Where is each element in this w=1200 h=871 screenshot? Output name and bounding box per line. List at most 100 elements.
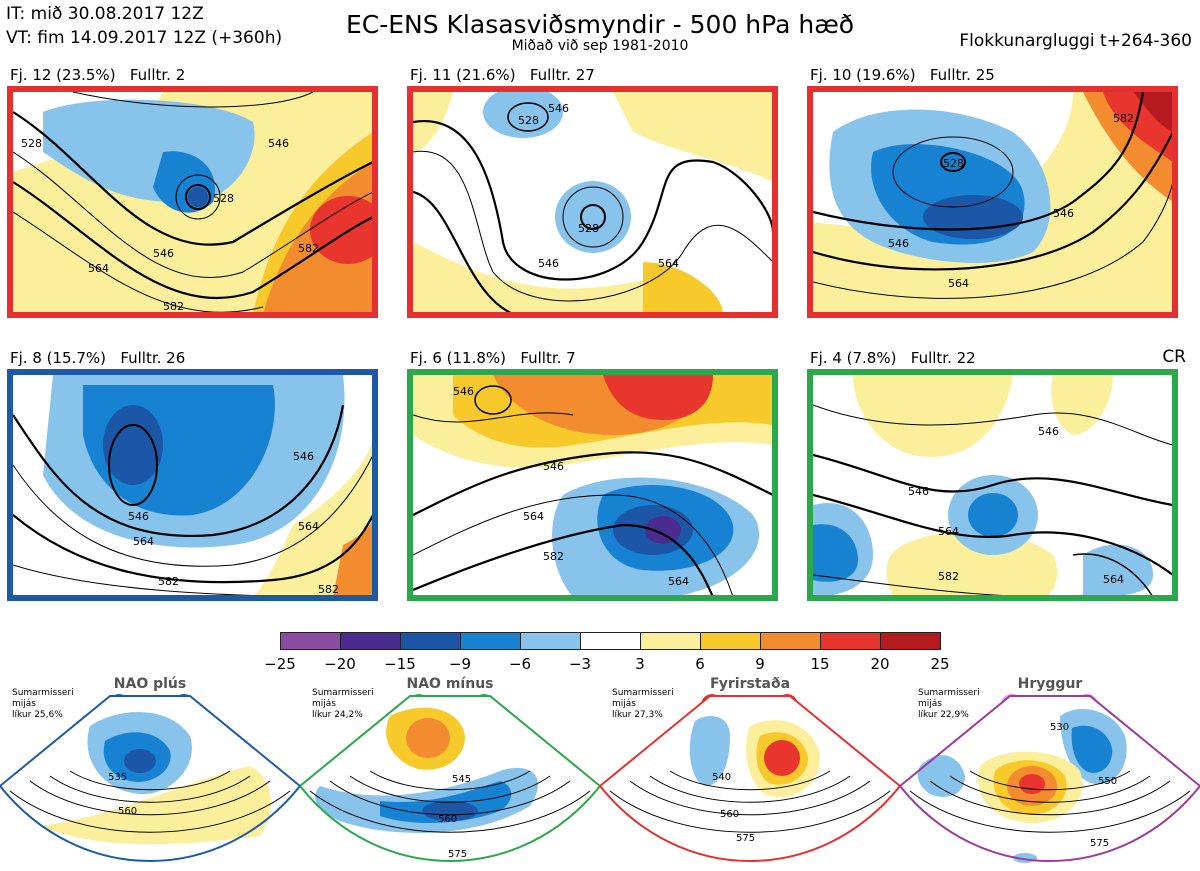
regime-map-2: 545 560 575 [300, 695, 600, 862]
cluster-map-panel-6: 546 564 582 564 546 [807, 369, 1178, 601]
contour-label: 546 [548, 102, 569, 115]
colorbar-swatch [640, 632, 701, 650]
regime-contour-label: 530 [1050, 722, 1069, 733]
colorbar-swatch [400, 632, 461, 650]
contour-label: 528 [21, 137, 42, 150]
colorbar-swatch [340, 632, 401, 650]
regime-info: Sumarmisseri mijás líkur 24,2% [312, 688, 374, 720]
regime-title: NAO plús [113, 676, 187, 692]
contour-label: 546 [908, 485, 929, 498]
regime-contour-label: 560 [438, 814, 457, 825]
regime-contour-label: 560 [720, 809, 739, 820]
regime-title: Fyrirstaða [709, 676, 791, 692]
colorbar-tick-label: 15 [810, 655, 830, 673]
regime-nao-plus: NAO plús Sumarmisseri mijás líkur 25,6% 53… [0, 676, 300, 871]
contour-label: 546 [538, 257, 559, 270]
regime-contour-label: 575 [736, 833, 755, 844]
regime-contour-label: 550 [1098, 776, 1117, 787]
panel-5-label: Fj. 6 (11.8%) Fulltr. 7 [410, 349, 576, 367]
page-subtitle: Miðað við sep 1981-2010 [511, 38, 689, 54]
regime-contour-label: 540 [712, 772, 731, 783]
cluster-map-panel-3: 528 546 564 582 546 582 [807, 86, 1178, 318]
contour-label: 564 [668, 575, 689, 588]
contour-label: 582 [163, 300, 184, 313]
contour-label: 564 [523, 510, 544, 523]
colorbar-tick-label: −9 [448, 655, 472, 673]
cluster-map-5-graphic: 546 564 582 564 546 [413, 375, 772, 595]
panel-3-label: Fj. 10 (19.6%) Fulltr. 25 [810, 66, 995, 84]
colorbar-tick-label: −15 [384, 655, 416, 673]
regime-contour-label: 575 [1090, 838, 1109, 849]
contour-label: 546 [888, 237, 909, 250]
regime-contour-label: 560 [118, 806, 137, 817]
cluster-map-panel-4: 546 564 582 546 564 582 [7, 369, 378, 601]
colorbar-swatch [700, 632, 761, 650]
panel-4-label: Fj. 8 (15.7%) Fulltr. 26 [10, 349, 186, 367]
regime-info: Sumarmisseri mijás líkur 25,6% [12, 688, 74, 720]
contour-label: 546 [453, 385, 474, 398]
valid-time: VT: fim 14.09.2017 12Z (+360h) [6, 28, 283, 48]
panel-6-label: Fj. 4 (7.8%) Fulltr. 22 [810, 349, 976, 367]
contour-label: 582 [298, 242, 319, 255]
regime-map-3: 540 560 575 [600, 695, 900, 862]
regime-contour-label: 575 [448, 849, 467, 860]
colorbar-tick-label: 20 [870, 655, 890, 673]
contour-label: 564 [1103, 573, 1124, 586]
contour-label: 546 [1038, 425, 1059, 438]
cluster-map-1-graphic: 528 546 564 582 528 546 582 [13, 92, 372, 313]
colorbar-swatch [460, 632, 521, 650]
contour-label: 546 [268, 137, 289, 150]
regime-nao-minus: NAO mínus Sumarmisseri mijás líkur 24,2% 5… [300, 676, 600, 871]
contour-label: 528 [213, 192, 234, 205]
contour-label: 528 [943, 157, 964, 170]
panel-2-label: Fj. 11 (21.6%) Fulltr. 27 [410, 66, 595, 84]
regime-map-4: 530 550 575 [900, 695, 1200, 863]
regime-contour-label: 535 [108, 772, 127, 783]
regime-title: NAO mínus [406, 676, 494, 692]
cluster-map-3-graphic: 528 546 564 582 546 582 [813, 92, 1172, 312]
regime-map-1: 535 560 [0, 695, 300, 862]
issue-time: IT: mið 30.08.2017 12Z [6, 4, 204, 24]
contour-label: 564 [948, 277, 969, 290]
colorbar-swatch [880, 632, 941, 650]
colorbar-swatch [580, 632, 641, 650]
contour-label: 546 [153, 247, 174, 260]
panel-1-label: Fj. 12 (23.5%) Fulltr. 2 [10, 66, 186, 84]
colorbar-tick-label: 6 [695, 655, 705, 673]
contour-label: 582 [938, 570, 959, 583]
cluster-map-6-graphic: 546 564 582 564 546 [813, 375, 1172, 595]
cluster-map-panel-5: 546 564 582 564 546 [407, 369, 778, 601]
colorbar-tick-label: 25 [930, 655, 950, 673]
contour-label: 564 [658, 257, 679, 270]
contour-label: 528 [578, 222, 599, 235]
colorbar-tick-label: 9 [755, 655, 765, 673]
colorbar-swatch [520, 632, 581, 650]
cluster-map-4-graphic: 546 564 582 546 564 582 [13, 375, 372, 596]
contour-label: 582 [543, 550, 564, 563]
contour-label: 546 [1053, 207, 1074, 220]
cluster-map-panel-1: 528 546 564 582 528 546 582 [7, 86, 378, 318]
window-label: Flokkunargluggi t+264-360 [959, 31, 1192, 51]
cluster-map-panel-2: 528 546 564 582 528 546 [407, 86, 778, 318]
contour-label: 564 [88, 262, 109, 275]
contour-label: 564 [938, 525, 959, 538]
colorbar-tick-label: −25 [264, 655, 296, 673]
colorbar-tick-label: −6 [508, 655, 532, 673]
regime-contour-label: 545 [452, 774, 471, 785]
regime-info: Sumarmisseri mijás líkur 27,3% [612, 688, 674, 720]
regime-ridge: Hryggur Sumarmisseri mijás líkur 22,9% 530… [900, 676, 1200, 871]
cluster-map-2-graphic: 528 546 564 582 528 546 [413, 92, 772, 312]
cr-label: CR [1162, 347, 1186, 367]
contour-label: 582 [318, 583, 339, 596]
colorbar-tick-label: −20 [324, 655, 356, 673]
regime-title: Hryggur [1017, 676, 1083, 692]
contour-label: 546 [293, 450, 314, 463]
page-title: EC-ENS Klasasviðsmyndir - 500 hPa hæð [345, 10, 855, 39]
colorbar-swatch [760, 632, 821, 650]
colorbar-tick-label: 3 [635, 655, 645, 673]
contour-label: 564 [298, 520, 319, 533]
regime-info: Sumarmisseri mijás líkur 22,9% [918, 688, 980, 720]
colorbar-swatch [280, 632, 341, 650]
regime-blocking: Fyrirstaða Sumarmisseri mijás líkur 27,3% … [600, 676, 900, 871]
contour-label: 528 [518, 114, 539, 127]
